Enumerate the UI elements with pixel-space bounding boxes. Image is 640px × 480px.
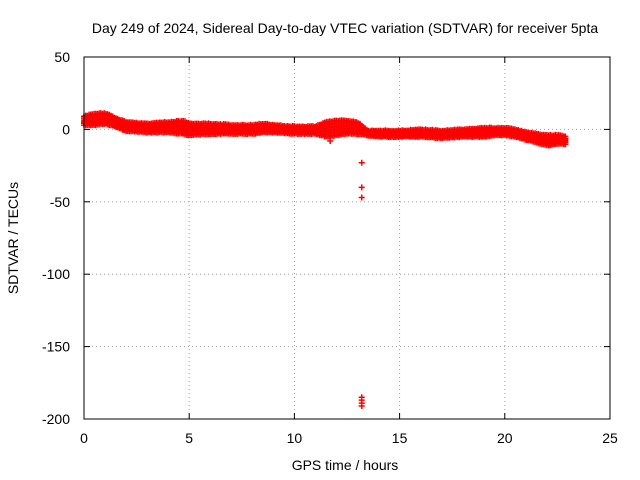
chart-title: Day 249 of 2024, Sidereal Day-to-day VTE… [92,20,599,36]
x-tick-label: 20 [497,430,513,446]
grid-layer [84,57,610,419]
data-layer [81,110,569,409]
y-tick-label: 0 [62,121,70,137]
outlier-point [358,194,365,201]
x-tick-label: 25 [602,430,618,446]
y-tick-label: -150 [42,339,70,355]
tick-layer: 0 5 10 15 20 25 50 0 -50 -100 -150 -200 [42,49,618,446]
y-axis-label: SDTVAR / TECUs [5,182,21,294]
x-axis-label: GPS time / hours [292,457,399,473]
series-sdtvar [81,110,569,149]
x-tick-label: 10 [287,430,303,446]
outlier-point [358,402,365,409]
data-point [562,133,569,140]
x-tick-label: 0 [80,430,88,446]
y-tick-label: 50 [54,49,70,65]
y-tick-label: -200 [42,411,70,427]
y-tick-label: -100 [42,266,70,282]
x-tick-label: 5 [185,430,193,446]
x-tick-label: 15 [392,430,408,446]
y-tick-label: -50 [50,194,70,210]
outlier-point [358,159,365,166]
plot-frame [83,56,611,420]
outlier-point [327,137,334,144]
outlier-point [358,184,365,191]
outlier-points [327,137,365,409]
